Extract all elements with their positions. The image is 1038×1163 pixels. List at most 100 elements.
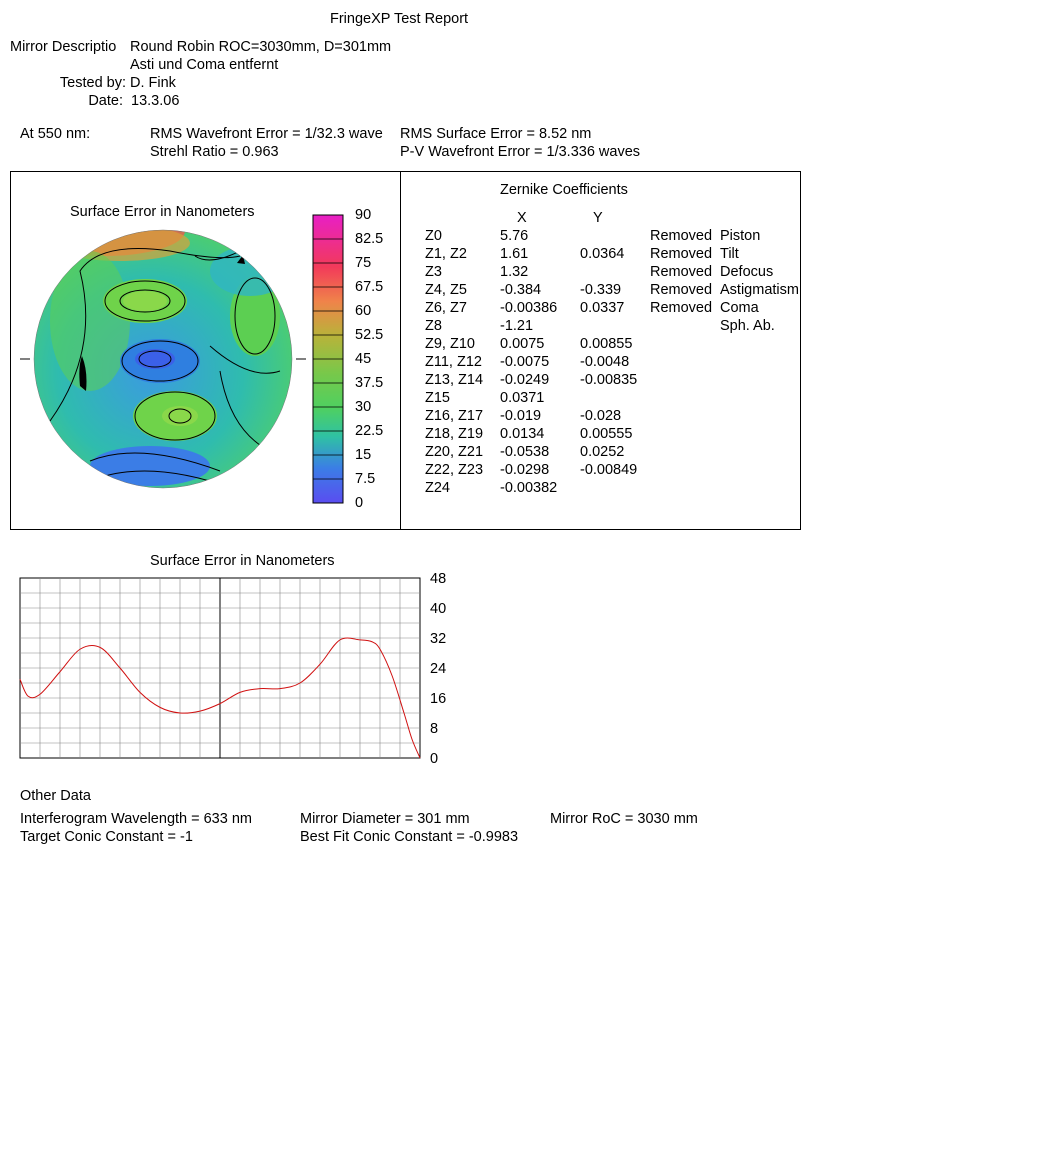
chart-y-tick-label: 8 bbox=[430, 721, 438, 737]
pv-wavefront-error: P-V Wavefront Error = 1/3.336 waves bbox=[400, 144, 641, 160]
best-fit-conic-constant: Best Fit Conic Constant = -0.9983 bbox=[300, 829, 519, 845]
zernike-term: Z11, Z12 bbox=[425, 354, 482, 370]
profile-chart: 48 40 32 24 16 8 0 bbox=[19, 571, 446, 767]
zernike-term: Z0 bbox=[425, 228, 442, 244]
zernike-y-value: 0.0252 bbox=[580, 444, 625, 460]
zernike-x-value: -1.21 bbox=[500, 318, 534, 334]
rms-surface-error: RMS Surface Error = 8.52 nm bbox=[400, 126, 592, 142]
colorbar-label: 75 bbox=[355, 255, 372, 271]
colorbar-label: 15 bbox=[355, 447, 372, 463]
zernike-x-value: 5.76 bbox=[500, 228, 529, 244]
zernike-name: Tilt bbox=[720, 246, 739, 262]
zernike-y-value: 0.00855 bbox=[580, 336, 633, 352]
zernike-x-value: 0.0134 bbox=[500, 426, 545, 442]
zernike-term: Z18, Z19 bbox=[425, 426, 484, 442]
chart-y-tick-label: 24 bbox=[430, 661, 446, 677]
zernike-title: Zernike Coefficients bbox=[500, 182, 628, 198]
zernike-y-value: -0.028 bbox=[580, 408, 622, 424]
chart-y-tick-label: 0 bbox=[430, 751, 438, 767]
colorbar-label: 52.5 bbox=[355, 327, 384, 343]
target-conic-constant: Target Conic Constant = -1 bbox=[20, 829, 193, 845]
zernike-y-value: -0.00835 bbox=[580, 372, 638, 388]
zernike-term: Z15 bbox=[425, 390, 450, 406]
colorbar-label: 60 bbox=[355, 303, 372, 319]
zernike-status: Removed bbox=[650, 282, 713, 298]
chart-y-tick-label: 32 bbox=[430, 631, 446, 647]
zernike-name: Sph. Ab. bbox=[720, 318, 775, 334]
zernike-y-value: 0.0364 bbox=[580, 246, 625, 262]
zernike-x-value: -0.0538 bbox=[500, 444, 550, 460]
zernike-panel bbox=[400, 171, 801, 530]
mirror-description-line2: Asti und Coma entfernt bbox=[130, 57, 279, 73]
rms-wavefront-error: RMS Wavefront Error = 1/32.3 wave bbox=[150, 126, 383, 142]
zernike-term: Z4, Z5 bbox=[425, 282, 467, 298]
chart-y-tick-label: 48 bbox=[430, 571, 446, 587]
date-value: 13.3.06 bbox=[131, 93, 180, 109]
tested-by-label: Tested by: bbox=[59, 75, 126, 91]
zernike-term: Z8 bbox=[425, 318, 442, 334]
colorbar-label: 30 bbox=[355, 399, 372, 415]
colorbar-label: 37.5 bbox=[355, 375, 384, 391]
zernike-y-value: -0.339 bbox=[580, 282, 622, 298]
zernike-x-value: 1.32 bbox=[500, 264, 529, 280]
zernike-term: Z22, Z23 bbox=[425, 462, 484, 478]
zernike-y-value: 0.0337 bbox=[580, 300, 625, 316]
zernike-x-value: -0.384 bbox=[500, 282, 542, 298]
zernike-status: Removed bbox=[650, 300, 713, 316]
zernike-x-value: 0.0371 bbox=[500, 390, 545, 406]
surface-map-title: Surface Error in Nanometers bbox=[70, 204, 255, 220]
zernike-x-value: -0.00386 bbox=[500, 300, 558, 316]
colorbar-label: 22.5 bbox=[355, 423, 384, 439]
chart-y-tick-label: 16 bbox=[430, 691, 446, 707]
tested-by-value: D. Fink bbox=[130, 75, 176, 91]
zernike-y-value: -0.0048 bbox=[580, 354, 630, 370]
colorbar-label: 45 bbox=[355, 351, 372, 367]
colorbar-label: 90 bbox=[355, 207, 372, 223]
surface-disc bbox=[34, 230, 292, 488]
chart-y-tick-label: 40 bbox=[430, 601, 446, 617]
zernike-term: Z16, Z17 bbox=[425, 408, 484, 424]
wavelength-label: At 550 nm: bbox=[20, 126, 91, 142]
zernike-x-value: -0.00382 bbox=[500, 480, 558, 496]
zernike-status: Removed bbox=[650, 246, 713, 262]
profile-line bbox=[19, 637, 421, 759]
zernike-y-value: 0.00555 bbox=[580, 426, 633, 442]
zernike-term: Z24 bbox=[425, 480, 450, 496]
zernike-name: Coma bbox=[720, 300, 759, 316]
zernike-col-y: Y bbox=[593, 210, 603, 226]
colorbar-label: 67.5 bbox=[355, 279, 384, 295]
date-label: Date: bbox=[88, 93, 123, 109]
colorbar-label: 0 bbox=[355, 495, 364, 511]
surface-map-svg bbox=[20, 214, 344, 504]
mirror-roc: Mirror RoC = 3030 mm bbox=[550, 811, 698, 827]
colorbar-label: 7.5 bbox=[355, 471, 376, 487]
zernike-status: Removed bbox=[650, 228, 713, 244]
report-title: FringeXP Test Report bbox=[330, 11, 469, 27]
zernike-y-value: -0.00849 bbox=[580, 462, 638, 478]
zernike-term: Z6, Z7 bbox=[425, 300, 467, 316]
colorbar-label: 82.5 bbox=[355, 231, 384, 247]
zernike-x-value: -0.0298 bbox=[500, 462, 550, 478]
other-data-title: Other Data bbox=[20, 788, 91, 804]
zernike-x-value: -0.019 bbox=[500, 408, 542, 424]
zernike-x-value: -0.0249 bbox=[500, 372, 550, 388]
mirror-description-label: Mirror Descriptio bbox=[10, 39, 117, 55]
mirror-diameter: Mirror Diameter = 301 mm bbox=[300, 811, 470, 827]
zernike-term: Z1, Z2 bbox=[425, 246, 467, 262]
zernike-name: Defocus bbox=[720, 264, 774, 280]
zernike-term: Z20, Z21 bbox=[425, 444, 484, 460]
zernike-col-x: X bbox=[517, 210, 527, 226]
zernike-term: Z9, Z10 bbox=[425, 336, 475, 352]
zernike-x-value: 1.61 bbox=[500, 246, 529, 262]
zernike-name: Astigmatism bbox=[720, 282, 799, 298]
zernike-term: Z13, Z14 bbox=[425, 372, 484, 388]
zernike-term: Z3 bbox=[425, 264, 442, 280]
profile-chart-title: Surface Error in Nanometers bbox=[150, 553, 335, 569]
zernike-name: Piston bbox=[720, 228, 761, 244]
zernike-x-value: -0.0075 bbox=[500, 354, 550, 370]
strehl-ratio: Strehl Ratio = 0.963 bbox=[150, 144, 279, 160]
mirror-description: Round Robin ROC=3030mm, D=301mm bbox=[130, 39, 392, 55]
zernike-status: Removed bbox=[650, 264, 713, 280]
interferogram-wavelength: Interferogram Wavelength = 633 nm bbox=[20, 811, 252, 827]
zernike-x-value: 0.0075 bbox=[500, 336, 545, 352]
